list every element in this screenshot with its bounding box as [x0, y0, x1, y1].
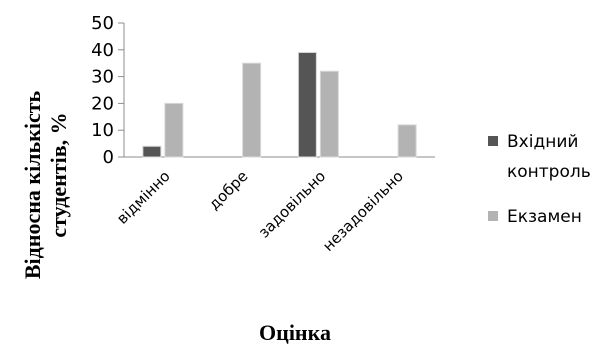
bar-vkhidnyi [297, 51, 317, 158]
y-tick-label: 10 [91, 120, 114, 141]
bar-vkhidnyi [142, 145, 162, 158]
bar-ekzamen [242, 62, 262, 158]
y-axis-title-line2: студентів, % [46, 112, 71, 237]
x-axis-title: Оцінка [259, 320, 331, 345]
y-tick-label: 50 [91, 13, 114, 34]
y-tick-label: 20 [91, 93, 114, 114]
x-tick-label: добре [205, 167, 251, 213]
x-tick-label: відмінно [113, 167, 174, 228]
y-tick-label: 30 [91, 67, 114, 88]
legend-swatch-vkhidnyi [488, 136, 498, 146]
bar-ekzamen [397, 124, 417, 158]
legend-swatch-ekzamen [488, 211, 498, 221]
x-tick-label: задовільно [255, 167, 329, 241]
y-tick-label: 0 [103, 147, 114, 168]
legend-label: контроль [507, 162, 591, 182]
legend-label: Вхідний [507, 132, 578, 152]
bar-ekzamen [164, 102, 184, 158]
bar-ekzamen [319, 70, 339, 158]
y-tick-label: 40 [91, 40, 114, 61]
y-axis-title-line1: Відносна кількість [20, 90, 45, 279]
x-tick-label: незадовільно [319, 167, 407, 255]
legend-label: Екзамен [507, 207, 582, 227]
